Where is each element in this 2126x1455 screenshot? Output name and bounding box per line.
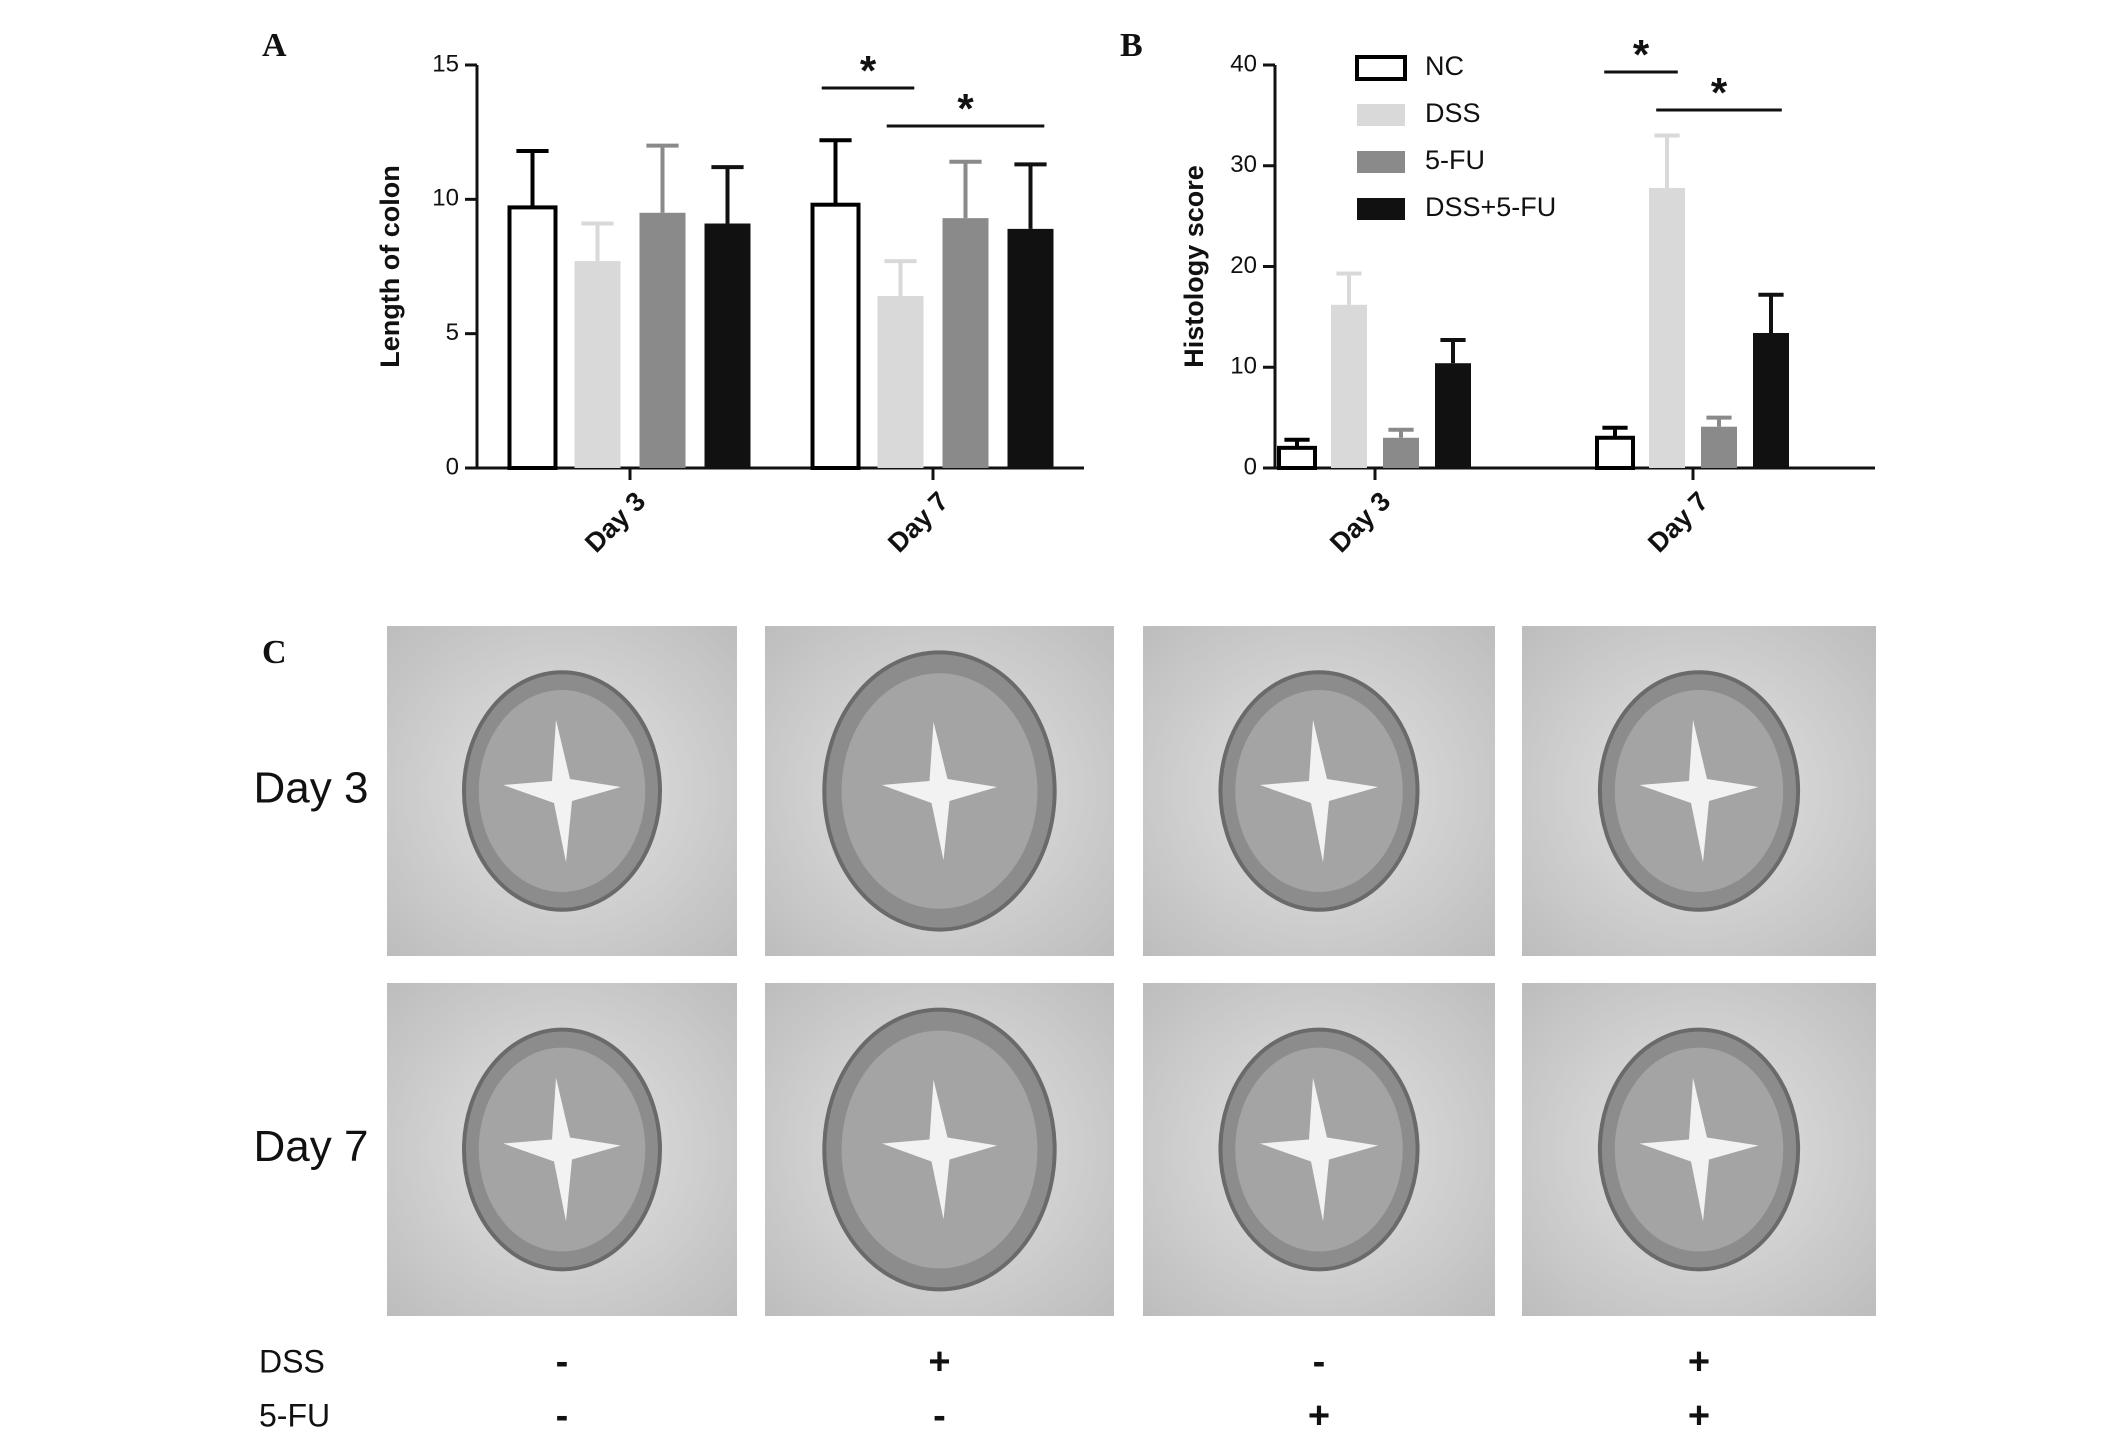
factor-level: - <box>933 1395 946 1437</box>
row-label: Day 3 <box>254 764 369 813</box>
y-tick-label: 10 <box>1230 353 1257 380</box>
legend-label: 5-FU <box>1425 145 1485 175</box>
bar <box>877 296 924 468</box>
lumen <box>503 1077 621 1222</box>
y-tick-label: 5 <box>446 319 459 346</box>
panel-label: B <box>1120 27 1143 64</box>
significance-star: * <box>860 47 877 94</box>
x-tick-label: Day 3 <box>579 486 651 558</box>
significance-star: * <box>1633 31 1650 78</box>
x-tick-label: Day 7 <box>882 486 954 558</box>
bar <box>704 223 751 468</box>
legend-label: NC <box>1425 51 1464 81</box>
lumen <box>503 719 621 863</box>
lumen <box>1259 1077 1379 1222</box>
y-tick-label: 30 <box>1230 151 1257 178</box>
legend-label: DSS <box>1425 98 1481 128</box>
lumen <box>1639 719 1759 863</box>
factor-level: + <box>1308 1395 1330 1437</box>
lumen <box>1259 719 1379 863</box>
row-label: Day 7 <box>254 1122 369 1171</box>
legend-swatch <box>1355 55 1407 81</box>
bar <box>1435 363 1471 468</box>
bar <box>574 261 621 468</box>
lumen <box>881 1079 998 1220</box>
x-tick-label: Day 3 <box>1324 486 1396 558</box>
bar <box>1701 426 1737 468</box>
bar <box>639 212 686 468</box>
panel-label: C <box>262 634 287 671</box>
significance-star: * <box>957 85 974 132</box>
factor-level: - <box>556 1341 569 1383</box>
bar <box>1331 304 1367 468</box>
y-axis-label: Length of colon <box>375 165 405 367</box>
factor-level: - <box>556 1395 569 1437</box>
factor-label: 5-FU <box>259 1397 330 1433</box>
bar <box>1595 435 1635 470</box>
bar <box>507 205 558 470</box>
factor-level: - <box>1313 1341 1326 1383</box>
y-axis-label: Histology score <box>1179 165 1209 368</box>
y-tick-label: 20 <box>1230 252 1257 279</box>
y-tick-label: 15 <box>432 50 459 77</box>
significance-star: * <box>1711 69 1728 116</box>
lumen <box>881 721 998 861</box>
bar <box>810 202 861 470</box>
lumen <box>1639 1077 1759 1222</box>
x-tick-label: Day 7 <box>1642 486 1714 558</box>
legend-swatch <box>1357 104 1405 126</box>
bar <box>1383 437 1419 468</box>
bar <box>1649 187 1685 469</box>
y-tick-label: 0 <box>1244 453 1257 480</box>
legend-swatch <box>1357 151 1405 173</box>
y-tick-label: 40 <box>1230 50 1257 77</box>
factor-label: DSS <box>259 1343 325 1379</box>
bar <box>942 218 989 468</box>
factor-level: + <box>1688 1341 1710 1383</box>
bar <box>1277 445 1317 471</box>
y-tick-label: 10 <box>432 185 459 212</box>
panel-label: A <box>262 27 287 64</box>
legend-label: DSS+5-FU <box>1425 192 1556 222</box>
y-tick-label: 0 <box>446 453 459 480</box>
factor-level: + <box>928 1341 950 1383</box>
bar <box>1753 332 1789 468</box>
legend-swatch <box>1357 198 1405 220</box>
bar <box>1007 228 1054 468</box>
factor-level: + <box>1688 1395 1710 1437</box>
